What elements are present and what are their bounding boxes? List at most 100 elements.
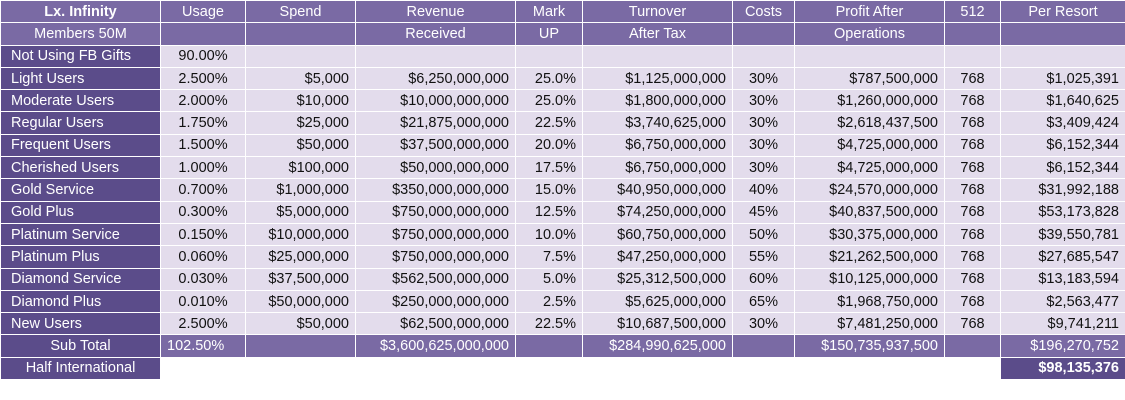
table-row: Regular Users 1.750% $25,000 $21,875,000,00… bbox=[0, 111, 1125, 135]
per-resort-cell: $1,025,391 bbox=[1000, 66, 1125, 91]
spend-cell: $5,000 bbox=[245, 66, 356, 91]
empty-cell bbox=[944, 334, 1001, 358]
per-resort-cell: $1,640,625 bbox=[1000, 89, 1125, 113]
costs-cell: 65% bbox=[732, 289, 795, 314]
row-label: Diamond Plus bbox=[0, 289, 161, 314]
usage-cell: 0.300% bbox=[160, 200, 246, 224]
empty-cell bbox=[794, 44, 945, 68]
international-row: Half International $98,135,376 bbox=[0, 356, 1125, 381]
header-row-2: Members 50M Received UP After Tax Operat… bbox=[0, 22, 1125, 46]
header-revenue: Revenue bbox=[355, 0, 516, 24]
markup-cell: 22.5% bbox=[515, 111, 583, 135]
table-row: Light Users 2.500% $5,000 $6,250,000,000 25.… bbox=[0, 66, 1125, 91]
header2-per-resort bbox=[1000, 22, 1125, 46]
row-label: Diamond Service bbox=[0, 267, 161, 291]
table-row: Frequent Users 1.500% $50,000 $37,500,000,0… bbox=[0, 133, 1125, 158]
per-resort-cell: $3,409,424 bbox=[1000, 111, 1125, 135]
profit-cell: $24,570,000,000 bbox=[794, 178, 945, 202]
usage-cell: 0.060% bbox=[160, 245, 246, 269]
not-using-row: Not Using FB Gifts 90.00% bbox=[0, 44, 1125, 68]
count-512-cell: 768 bbox=[944, 133, 1001, 158]
header-per-resort: Per Resort bbox=[1000, 0, 1125, 24]
profit-cell: $21,262,500,000 bbox=[794, 245, 945, 269]
turnover-cell: $5,625,000,000 bbox=[582, 289, 733, 314]
subtotal-usage: 102.50% bbox=[160, 334, 246, 358]
profit-cell: $30,375,000,000 bbox=[794, 222, 945, 247]
turnover-cell: $10,687,500,000 bbox=[582, 312, 733, 336]
usage-cell: 2.500% bbox=[160, 312, 246, 336]
usage-cell: 2.000% bbox=[160, 89, 246, 113]
header-markup: Mark bbox=[515, 0, 583, 24]
empty-cell bbox=[1000, 44, 1125, 68]
turnover-cell: $40,950,000,000 bbox=[582, 178, 733, 202]
empty-cell bbox=[515, 334, 583, 358]
usage-cell: 1.500% bbox=[160, 133, 246, 158]
count-512-cell: 768 bbox=[944, 111, 1001, 135]
header-512: 512 bbox=[944, 0, 1001, 24]
subtotal-profit: $150,735,937,500 bbox=[794, 334, 945, 358]
markup-cell: 20.0% bbox=[515, 133, 583, 158]
revenue-cell: $62,500,000,000 bbox=[355, 312, 516, 336]
subtotal-row: Sub Total 102.50% $3,600,625,000,000 $28… bbox=[0, 334, 1125, 358]
turnover-cell: $25,312,500,000 bbox=[582, 267, 733, 291]
count-512-cell: 768 bbox=[944, 200, 1001, 224]
spend-cell: $10,000 bbox=[245, 89, 356, 113]
subtotal-revenue: $3,600,625,000,000 bbox=[355, 334, 516, 358]
header2-usage bbox=[160, 22, 246, 46]
empty-cell bbox=[245, 356, 356, 381]
revenue-cell: $350,000,000,000 bbox=[355, 178, 516, 202]
header2-markup: UP bbox=[515, 22, 583, 46]
row-label: Platinum Plus bbox=[0, 245, 161, 269]
per-resort-cell: $53,173,828 bbox=[1000, 200, 1125, 224]
per-resort-cell: $27,685,547 bbox=[1000, 245, 1125, 269]
usage-cell: 0.150% bbox=[160, 222, 246, 247]
per-resort-cell: $2,563,477 bbox=[1000, 289, 1125, 314]
markup-cell: 15.0% bbox=[515, 178, 583, 202]
empty-cell bbox=[515, 356, 583, 381]
subtotal-per-resort: $196,270,752 bbox=[1000, 334, 1125, 358]
spend-cell: $100,000 bbox=[245, 156, 356, 180]
usage-cell: 90.00% bbox=[160, 44, 246, 68]
count-512-cell: 768 bbox=[944, 178, 1001, 202]
usage-cell: 0.700% bbox=[160, 178, 246, 202]
empty-cell bbox=[245, 44, 356, 68]
row-label: Gold Plus bbox=[0, 200, 161, 224]
costs-cell: 30% bbox=[732, 111, 795, 135]
turnover-cell: $3,740,625,000 bbox=[582, 111, 733, 135]
profit-cell: $4,725,000,000 bbox=[794, 156, 945, 180]
header2-profit: Operations bbox=[794, 22, 945, 46]
count-512-cell: 768 bbox=[944, 66, 1001, 91]
count-512-cell: 768 bbox=[944, 222, 1001, 247]
empty-cell bbox=[944, 356, 1001, 381]
row-label: Cherished Users bbox=[0, 156, 161, 180]
markup-cell: 25.0% bbox=[515, 66, 583, 91]
count-512-cell: 768 bbox=[944, 89, 1001, 113]
spend-cell: $10,000,000 bbox=[245, 222, 356, 247]
spend-cell: $25,000,000 bbox=[245, 245, 356, 269]
international-label: Half International bbox=[0, 356, 161, 381]
row-label: Gold Service bbox=[0, 178, 161, 202]
costs-cell: 40% bbox=[732, 178, 795, 202]
table-row: Moderate Users 2.000% $10,000 $10,000,000,0… bbox=[0, 89, 1125, 113]
profit-cell: $1,260,000,000 bbox=[794, 89, 945, 113]
table-row: Cherished Users 1.000% $100,000 $50,000,000… bbox=[0, 156, 1125, 180]
per-resort-cell: $6,152,344 bbox=[1000, 156, 1125, 180]
count-512-cell: 768 bbox=[944, 289, 1001, 314]
empty-cell bbox=[245, 334, 356, 358]
subtotal-label: Sub Total bbox=[0, 334, 161, 358]
markup-cell: 17.5% bbox=[515, 156, 583, 180]
header2-turnover: After Tax bbox=[582, 22, 733, 46]
spend-cell: $1,000,000 bbox=[245, 178, 356, 202]
profit-cell: $40,837,500,000 bbox=[794, 200, 945, 224]
spend-cell: $25,000 bbox=[245, 111, 356, 135]
profit-cell: $10,125,000,000 bbox=[794, 267, 945, 291]
markup-cell: 7.5% bbox=[515, 245, 583, 269]
turnover-cell: $74,250,000,000 bbox=[582, 200, 733, 224]
turnover-cell: $1,125,000,000 bbox=[582, 66, 733, 91]
subtotal-turnover: $284,990,625,000 bbox=[582, 334, 733, 358]
row-label: Frequent Users bbox=[0, 133, 161, 158]
profit-cell: $787,500,000 bbox=[794, 66, 945, 91]
turnover-cell: $60,750,000,000 bbox=[582, 222, 733, 247]
revenue-cell: $6,250,000,000 bbox=[355, 66, 516, 91]
per-resort-cell: $39,550,781 bbox=[1000, 222, 1125, 247]
